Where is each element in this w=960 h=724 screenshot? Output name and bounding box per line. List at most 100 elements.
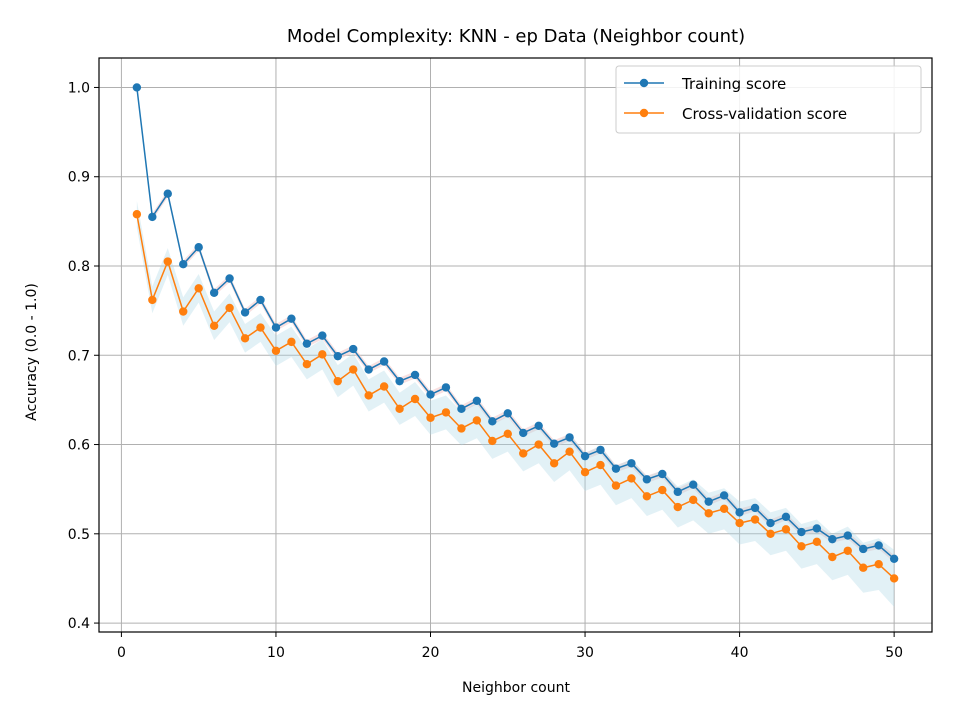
x-tick-label: 30 [576, 645, 594, 661]
x-tick-label: 20 [422, 645, 440, 661]
series-1-point [472, 416, 482, 425]
y-tick-label: 0.6 [68, 438, 90, 454]
series-0-point [689, 480, 698, 489]
series-0-point [596, 445, 605, 455]
series-1-point [194, 284, 203, 293]
series-0-point [209, 288, 219, 297]
series-1-point [874, 559, 883, 569]
band-layer [136, 85, 895, 607]
series-1-point [766, 529, 775, 538]
series-0-point [704, 497, 713, 506]
x-tick-label: 40 [731, 645, 749, 661]
tick-layer: 0 10 20 30 40 50 0.4 0.5 0.6 0.7 0.8 0.9 1.0 [68, 80, 903, 661]
point-layer [132, 83, 899, 583]
x-axis-label: Neighbor count [462, 680, 570, 696]
series-0-point [179, 260, 188, 269]
series-1-point [843, 546, 852, 555]
series-1-point [395, 404, 404, 414]
y-axis-label: Accuracy (0.0 - 1.0) [24, 283, 40, 421]
series-1-point [565, 447, 574, 456]
y-tick-label: 0.7 [68, 348, 90, 364]
series-0-point [333, 351, 342, 361]
series-0-point [318, 331, 327, 340]
legend-label-cross-validation: Cross-validation score [682, 105, 847, 123]
series-0-point [843, 531, 852, 540]
series-0-point [797, 527, 806, 537]
x-tick-label: 10 [267, 645, 285, 661]
series-1-point [256, 323, 265, 332]
x-tick-label: 0 [117, 645, 126, 661]
series-0-point [611, 464, 621, 473]
series-0-band [136, 85, 895, 563]
legend-swatch-training-marker [639, 78, 649, 88]
series-0-point [750, 503, 760, 513]
series-0-point [271, 323, 281, 332]
series-0-point [658, 469, 667, 479]
series-1-point [163, 257, 172, 266]
series-0-point [163, 189, 172, 198]
series-1-point [658, 485, 667, 495]
series-1-point [627, 474, 636, 483]
legend-box [615, 65, 922, 134]
series-1-point [179, 307, 188, 316]
series-1-point [534, 440, 543, 449]
series-0-point [457, 404, 466, 414]
series-1-point [287, 337, 296, 347]
x-tick-label: 50 [885, 645, 903, 661]
series-0-point [148, 212, 157, 222]
series-1-point [132, 210, 142, 219]
series-1-point [719, 504, 729, 514]
series-1-point [611, 481, 621, 490]
series-0-point [410, 370, 420, 380]
series-0-point [580, 451, 590, 461]
series-1-point [364, 391, 373, 400]
series-0-point [889, 554, 899, 563]
series-1-point [889, 574, 899, 583]
series-0-point [735, 508, 744, 517]
y-tick-label: 0.5 [68, 527, 90, 543]
series-1-point [828, 552, 837, 562]
series-0-point [132, 83, 142, 92]
series-0-point [488, 417, 497, 426]
series-1-point [318, 350, 327, 359]
series-1-point [642, 492, 652, 501]
series-0-point [642, 475, 652, 484]
series-0-point [719, 491, 729, 500]
series-0-point [379, 357, 389, 366]
series-1-point [209, 321, 219, 331]
series-1-point [225, 303, 234, 313]
series-1-point [148, 295, 157, 305]
series-1-point [302, 359, 312, 369]
series-1-point [488, 436, 497, 446]
series-1-point [750, 515, 760, 524]
series-0-point [874, 541, 883, 550]
series-1-point [410, 394, 420, 404]
y-tick-label: 0.8 [68, 259, 90, 275]
series-1-point [379, 382, 389, 391]
series-0-point [859, 544, 868, 554]
series-0-point [549, 439, 559, 448]
series-1-point [549, 459, 559, 468]
series-1-point [596, 460, 605, 470]
series-0-point [627, 459, 636, 468]
series-0-point [426, 390, 435, 399]
series-1-point [503, 429, 512, 439]
series-1-point [781, 525, 791, 534]
series-0-point [287, 314, 296, 323]
series-0-point [256, 295, 265, 305]
series-0-point [828, 534, 837, 544]
y-tick-label: 0.9 [68, 170, 90, 186]
series-0-point [395, 376, 404, 386]
series-1-point [859, 563, 868, 572]
y-tick-label: 1.0 [68, 80, 90, 96]
series-1-point [271, 346, 281, 355]
series-1-point [812, 537, 822, 547]
series-0-point [519, 428, 528, 438]
series-0-point [194, 243, 203, 252]
series-1-point [519, 449, 528, 458]
series-0-point [240, 308, 250, 317]
series-0-point [766, 518, 775, 528]
series-1-point [673, 502, 682, 512]
series-1-band [136, 200, 895, 607]
